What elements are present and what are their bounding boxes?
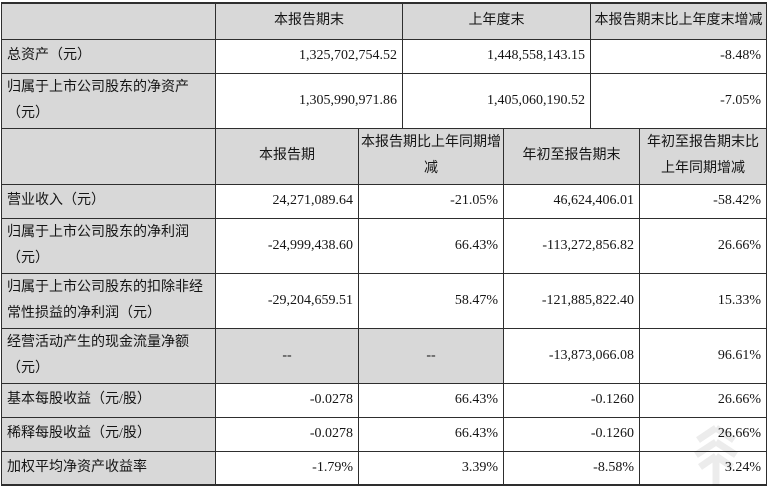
row-label: 归属于上市公司股东的净资产（元）: [1, 72, 216, 129]
row-label: 归属于上市公司股东的扣除非经常性损益的净利润（元）: [1, 272, 216, 329]
column-header-current-period: 本报告期: [215, 127, 359, 185]
column-header-current-period-end: 本报告期末: [215, 2, 403, 40]
table-row-diluted-eps: 稀释每股收益（元/股） -0.0278 66.43% -0.1260 26.66…: [1, 416, 767, 452]
table-row-operating-cash-flow: 经营活动产生的现金流量净额（元） -- -- -13,873,066.08 96…: [1, 327, 767, 384]
table-row-net-profit-excl-nonrecurring: 归属于上市公司股东的扣除非经常性损益的净利润（元） -29,204,659.51…: [1, 272, 767, 329]
cell-value: -58.42%: [639, 183, 767, 219]
cell-value-na: --: [215, 327, 359, 384]
reporting-period-header-row: 本报告期 本报告期比上年同期增减 年初至报告期末 年初至报告期末比上年同期增减: [1, 127, 767, 185]
column-header-prior-year-end: 上年度末: [402, 2, 591, 40]
cell-value: 1,405,060,190.52: [402, 72, 591, 129]
cell-value: 66.43%: [358, 382, 504, 418]
cell-value: -7.05%: [590, 72, 767, 129]
table-row-operating-revenue: 营业收入（元） 24,271,089.64 -21.05% 46,624,406…: [1, 183, 767, 219]
cell-value: -113,272,856.82: [503, 217, 640, 274]
cell-value: -0.1260: [503, 416, 640, 452]
cell-value: -121,885,822.40: [503, 272, 640, 329]
reporting-period-table: 本报告期 本报告期比上年同期增减 年初至报告期末 年初至报告期末比上年同期增减 …: [1, 127, 767, 486]
cell-value: 58.47%: [358, 272, 504, 329]
cell-value: 26.66%: [639, 416, 767, 452]
row-label: 稀释每股收益（元/股）: [1, 416, 216, 452]
cell-value: -8.58%: [503, 450, 640, 486]
cell-value: 66.43%: [358, 217, 504, 274]
cell-value: 66.43%: [358, 416, 504, 452]
cell-value: -8.48%: [590, 38, 767, 74]
cell-value: 3.24%: [639, 450, 767, 486]
cell-value: -0.0278: [215, 382, 359, 418]
cell-value: -13,873,066.08: [503, 327, 640, 384]
table-row-weighted-avg-roe: 加权平均净资产收益率 -1.79% 3.39% -8.58% 3.24%: [1, 450, 767, 486]
table-row-basic-eps: 基本每股收益（元/股） -0.0278 66.43% -0.1260 26.66…: [1, 382, 767, 418]
cell-value: 26.66%: [639, 382, 767, 418]
period-end-table: 本报告期末 上年度末 本报告期末比上年度末增减 总资产（元） 1,325,702…: [1, 2, 767, 129]
column-header-change-vs-prior-year-end: 本报告期末比上年度末增减: [590, 2, 767, 40]
cell-value: -21.05%: [358, 183, 504, 219]
cell-value: 46,624,406.01: [503, 183, 640, 219]
cell-value: -24,999,438.60: [215, 217, 359, 274]
cell-value: 1,305,990,971.86: [215, 72, 403, 129]
row-label: 营业收入（元）: [1, 183, 216, 219]
table-row-net-assets: 归属于上市公司股东的净资产（元） 1,305,990,971.86 1,405,…: [1, 72, 767, 129]
cell-value: 26.66%: [639, 217, 767, 274]
corner-blank-cell: [1, 2, 216, 40]
period-end-header-row: 本报告期末 上年度末 本报告期末比上年度末增减: [1, 2, 767, 40]
cell-value: 96.61%: [639, 327, 767, 384]
row-label: 基本每股收益（元/股）: [1, 382, 216, 418]
cell-value: 15.33%: [639, 272, 767, 329]
corner-blank-cell: [1, 127, 216, 185]
row-label: 总资产（元）: [1, 38, 216, 74]
row-label: 经营活动产生的现金流量净额（元）: [1, 327, 216, 384]
cell-value: 24,271,089.64: [215, 183, 359, 219]
cell-value: -0.0278: [215, 416, 359, 452]
cell-value: -0.1260: [503, 382, 640, 418]
row-label: 加权平均净资产收益率: [1, 450, 216, 486]
column-header-change-vs-same-period: 本报告期比上年同期增减: [358, 127, 504, 185]
row-label: 归属于上市公司股东的净利润（元）: [1, 217, 216, 274]
cell-value: 1,448,558,143.15: [402, 38, 591, 74]
table-row-total-assets: 总资产（元） 1,325,702,754.52 1,448,558,143.15…: [1, 38, 767, 74]
cell-value: -1.79%: [215, 450, 359, 486]
column-header-year-to-date: 年初至报告期末: [503, 127, 640, 185]
cell-value-na: --: [358, 327, 504, 384]
table-row-net-profit: 归属于上市公司股东的净利润（元） -24,999,438.60 66.43% -…: [1, 217, 767, 274]
cell-value: -29,204,659.51: [215, 272, 359, 329]
cell-value: 1,325,702,754.52: [215, 38, 403, 74]
cell-value: 3.39%: [358, 450, 504, 486]
column-header-ytd-change-vs-same-period: 年初至报告期末比上年同期增减: [639, 127, 767, 185]
